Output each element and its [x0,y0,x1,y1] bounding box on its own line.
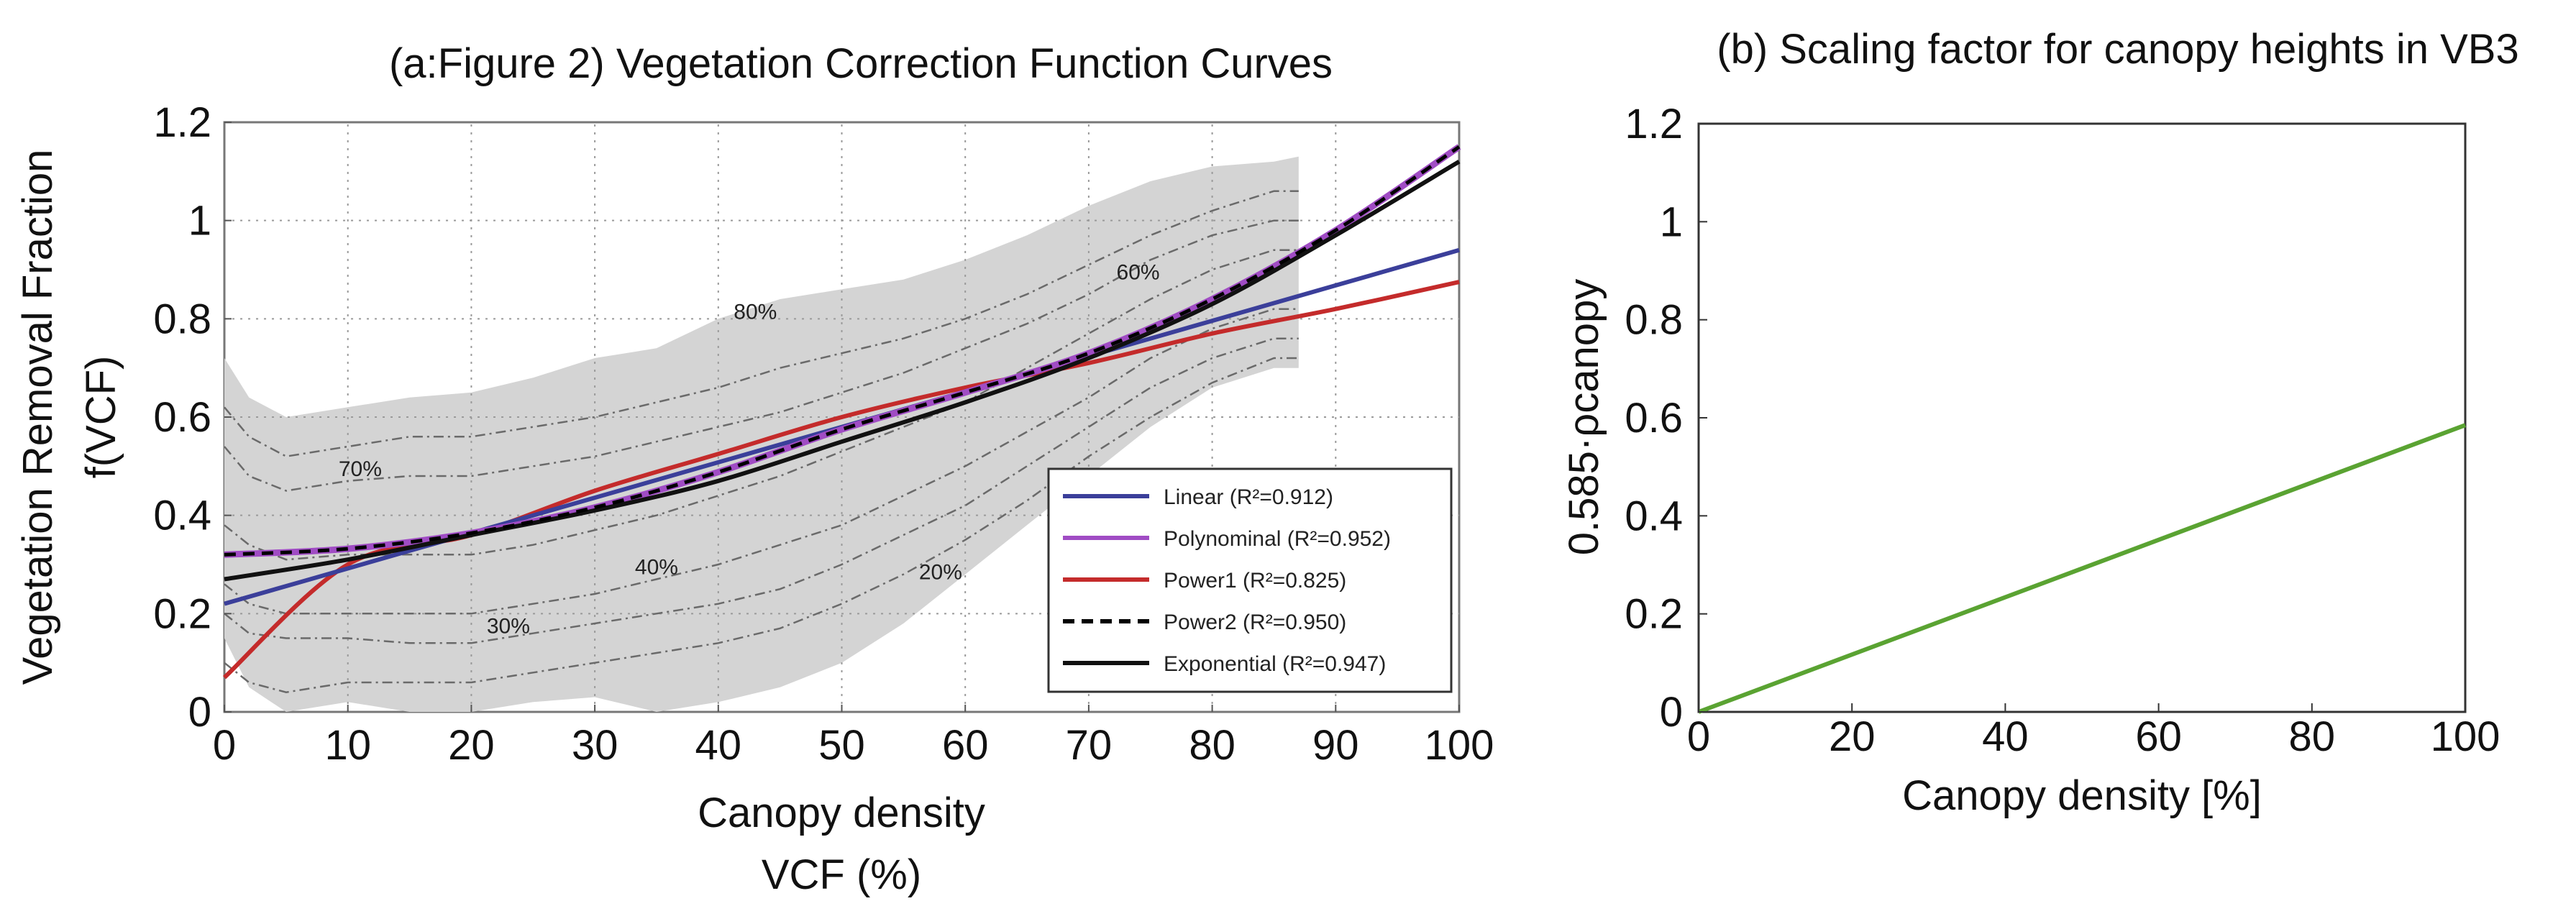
y-tick-label: 0 [1660,689,1683,736]
x-tick-label: 70 [1066,722,1113,769]
panel-b-y-label: 0.585·ρcanopy [1561,279,1607,555]
x-tick-label: 40 [1982,713,2029,760]
y-tick-label: 1.2 [1625,101,1683,147]
panel-a: (a:Figure 2) Vegetation Correction Funct… [14,40,1494,898]
panel-b-plot-area [1697,122,2467,713]
panel-b-y-ticks: 0 0.2 0.4 0.6 0.8 1 1.2 [1625,101,1707,736]
percentile-line-60pct [224,249,1299,561]
panel-b: (b) Scaling factor for canopy heights in… [1561,26,2519,819]
x-tick-label: 20 [1829,713,1876,760]
panel-a-percentile-lines [224,190,1299,693]
spread-band-area [224,156,1299,713]
x-tick-label: 60 [942,722,989,769]
x-tick-label: 0 [213,722,236,769]
panel-b-x-ticks: 0 20 40 60 80 100 [1687,703,2500,760]
scaling-factor-line [1697,423,2467,714]
x-tick-label: 60 [2135,713,2182,760]
x-tick-label: 40 [695,722,742,769]
panel-a-y-label-2: f(VCF) [78,356,124,479]
y-tick-label: 1.2 [153,99,211,146]
y-tick-label: 1 [1660,198,1683,245]
legend-label: Linear (R²=0.912) [1164,485,1333,509]
x-tick-label: 80 [1189,722,1236,769]
y-tick-label: 0.8 [153,296,211,342]
legend-label: Power1 (R²=0.825) [1164,569,1346,593]
y-tick-label: 0.2 [153,590,211,637]
legend-label: Polynominal (R²=0.952) [1164,527,1391,551]
y-tick-label: 0.6 [1625,395,1683,442]
panel-a-x-label-2: VCF (%) [762,851,921,898]
y-tick-label: 0.2 [1625,591,1683,638]
panel-a-legend: Linear (R²=0.912) Polynominal (R²=0.952) P… [1047,467,1453,693]
legend-label: Power2 (R²=0.950) [1164,611,1346,634]
y-tick-label: 0 [188,689,211,736]
percentile-line-70pct [224,219,1299,492]
x-tick-label: 20 [448,722,495,769]
y-tick-label: 0.8 [1625,297,1683,344]
panel-a-x-label: Canopy density [698,790,985,836]
panel-a-y-label: Vegetation Removal Fraction [14,150,61,685]
x-tick-label: 80 [2289,713,2336,760]
panel-a-series [222,144,1461,680]
percentile-label: 30% [487,615,530,639]
percentile-line-30pct [224,337,1299,644]
percentile-line-80pct [224,190,1299,458]
y-tick-label: 0.4 [153,493,211,539]
panel-b-series [1697,423,2467,714]
x-tick-label: 30 [572,722,618,769]
panel-b-title: (b) Scaling factor for canopy heights in… [1717,26,2518,73]
panel-a-percentile-labels: 80% 70% 60% 40% 30% 20% [339,261,1160,639]
percentile-line-20pct [224,357,1299,693]
x-tick-label: 100 [2431,713,2500,760]
x-tick-label: 90 [1312,722,1359,769]
series-line-4 [224,160,1461,582]
panel-b-x-label: Canopy density [%] [1902,772,2262,819]
x-tick-label: 50 [818,722,865,769]
panel-a-spread-band [224,156,1299,713]
panel-a-x-ticks: 0 10 20 30 40 50 60 70 80 90 100 [213,705,1494,769]
series-line-3 [224,145,1461,557]
x-tick-label: 10 [324,722,371,769]
x-tick-label: 0 [1687,713,1710,760]
percentile-label: 80% [734,300,777,324]
x-tick-label: 100 [1425,722,1494,769]
y-tick-label: 0.6 [153,394,211,441]
percentile-label: 60% [1117,261,1160,285]
percentile-label: 70% [339,457,382,481]
percentile-label: 20% [919,561,962,585]
panel-a-y-ticks: 0 0.2 0.4 0.6 0.8 1 1.2 [153,99,232,736]
legend-label: Exponential (R²=0.947) [1164,652,1386,676]
panel-a-title: (a:Figure 2) Vegetation Correction Funct… [389,40,1333,87]
y-tick-label: 0.4 [1625,493,1683,539]
percentile-label: 40% [635,556,678,580]
y-tick-label: 1 [188,198,211,244]
